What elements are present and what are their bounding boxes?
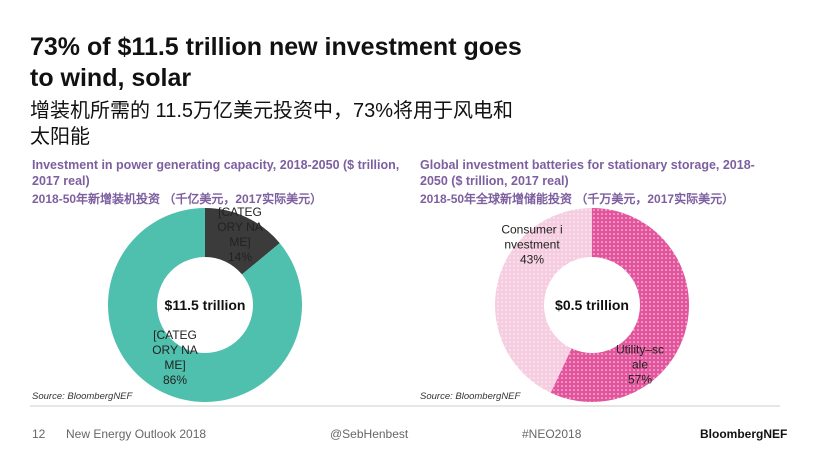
category-label: [CATEGORY NAME] xyxy=(152,328,198,372)
category-label: [CATEGORY NAME] xyxy=(217,205,263,249)
segment-label: [CATEGORY NAME] 14% xyxy=(214,205,266,265)
category-label: Utility–scale xyxy=(615,342,664,372)
chart-title: Global investment batteries for stationa… xyxy=(420,158,755,188)
value-label: 57% xyxy=(627,372,653,387)
page-number: 12 xyxy=(32,427,46,441)
handle: @SebHenbest xyxy=(330,427,409,441)
brand: BloombergNEF xyxy=(700,427,788,441)
source: Source: BloombergNEF xyxy=(32,391,133,402)
value-label: 14% xyxy=(227,250,253,264)
chart-title: Investment in power generating capacity,… xyxy=(32,158,400,188)
source: Source: BloombergNEF xyxy=(420,391,521,402)
chart-subtitle: 2018-50年全球新增储能投资 （千万美元，2017实际美元） xyxy=(420,192,735,206)
value-label: 86% xyxy=(162,373,188,387)
donut-segment xyxy=(108,208,302,402)
segment-pattern xyxy=(495,208,592,393)
segment-label: Utility–scale 57% xyxy=(615,343,665,388)
hashtag: #NEO2018 xyxy=(522,427,582,441)
report-name: New Energy Outlook 2018 xyxy=(66,427,207,441)
segment-label: [CATEGORY NAME] 86% xyxy=(149,328,201,388)
segment-label: Consumer investment 43% xyxy=(501,223,563,268)
chart-subtitle: 2018-50年新增装机投资 （千亿美元，2017实际美元） xyxy=(32,192,323,206)
center-label: $0.5 trillion xyxy=(555,297,629,313)
value-label: 43% xyxy=(519,252,545,267)
donut-segment xyxy=(205,208,280,275)
slide-title: 73% of $11.5 trillion new investment goe… xyxy=(30,33,522,92)
segment-pattern xyxy=(550,208,690,402)
slide-subtitle: 增装机所需的 11.5万亿美元投资中，73%将用于风电和太阳能 xyxy=(30,100,514,148)
category-label: Consumer investment xyxy=(501,222,563,252)
center-label: $11.5 trillion xyxy=(164,297,246,313)
